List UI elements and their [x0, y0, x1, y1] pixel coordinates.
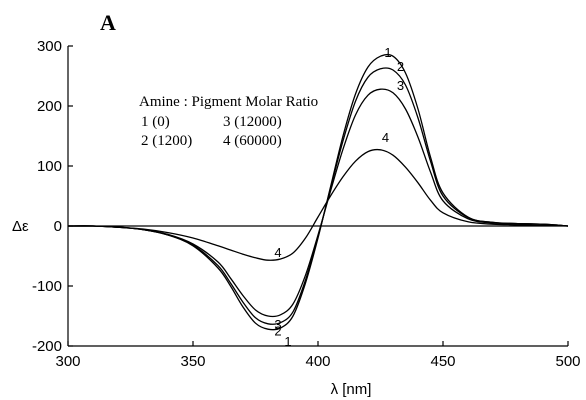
- plot-frame: [67, 46, 568, 347]
- x-axis-ticks: 300 350 400 450 500: [55, 341, 581, 370]
- series-3-peak-label: 3: [397, 78, 404, 93]
- legend-entry-1: 1 (0): [141, 114, 170, 130]
- legend-entry-3: 3 (12000): [223, 114, 282, 130]
- y-axis-ticks: -200 -100 0 100 200 300: [32, 38, 73, 355]
- y-tick-label: 300: [37, 38, 62, 55]
- x-tick-label: 350: [180, 353, 205, 370]
- legend: Amine : Pigment Molar Ratio 1 (0) 3 (120…: [139, 94, 318, 149]
- series-4-peak-label: 4: [382, 130, 389, 145]
- panel-label: A: [100, 10, 116, 35]
- legend-entry-4: 4 (60000): [223, 133, 282, 149]
- series-2-peak-label: 2: [397, 59, 404, 74]
- x-tick-label: 400: [305, 353, 330, 370]
- series-3-trough-label: 3: [274, 317, 281, 332]
- series-3-curve: [67, 88, 569, 318]
- series-4-trough-label: 4: [274, 245, 281, 260]
- series-4-curve: [67, 148, 569, 261]
- y-axis-title: Δε: [12, 218, 29, 235]
- series-1-peak-label: 1: [384, 45, 391, 60]
- series-curves: [67, 53, 569, 331]
- x-axis-title: λ [nm]: [331, 381, 372, 398]
- x-tick-label: 500: [555, 353, 580, 370]
- y-tick-label: -100: [32, 278, 62, 295]
- series-1-trough-label: 1: [284, 334, 291, 349]
- legend-title: Amine : Pigment Molar Ratio: [139, 94, 318, 110]
- x-tick-label: 300: [55, 353, 80, 370]
- y-tick-label: -200: [32, 338, 62, 355]
- series-2-trough-label: 2: [274, 323, 281, 338]
- y-tick-label: 100: [37, 158, 62, 175]
- y-tick-label: 0: [54, 218, 62, 235]
- x-tick-label: 450: [430, 353, 455, 370]
- y-tick-label: 200: [37, 98, 62, 115]
- legend-entry-2: 2 (1200): [141, 133, 192, 149]
